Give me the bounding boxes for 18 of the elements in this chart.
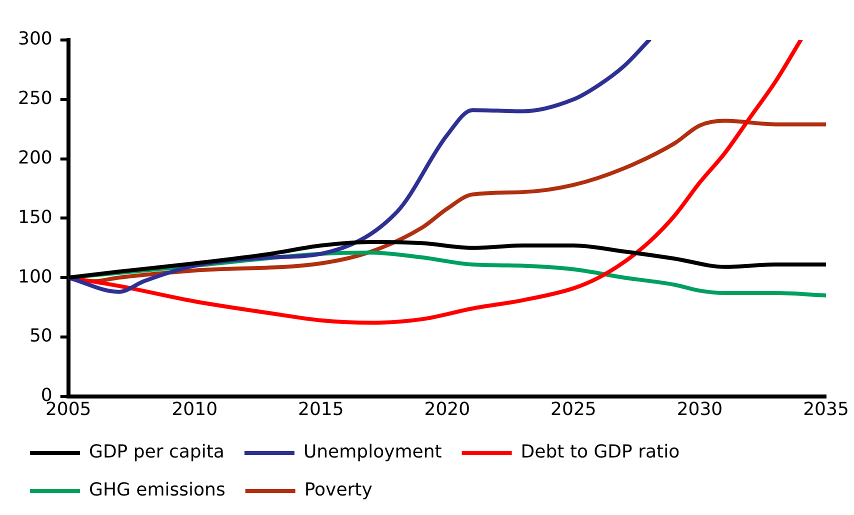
- legend-label: GDP per capita: [89, 442, 224, 463]
- legend-label: Debt to GDP ratio: [520, 442, 680, 463]
- legend-label: GHG emissions: [89, 480, 226, 501]
- legend-label: Poverty: [304, 480, 373, 501]
- x-tick-label: 2020: [424, 398, 470, 420]
- line-series: [68, 40, 652, 294]
- y-tick-label: 250: [18, 88, 52, 110]
- y-tick-label: 50: [29, 326, 52, 347]
- legend-label: Unemployment: [303, 442, 442, 463]
- x-tick-label: 2035: [803, 398, 849, 420]
- x-tick-label: 2025: [550, 398, 596, 420]
- x-tick-label: 2030: [676, 398, 723, 420]
- y-tick-label: 300: [18, 28, 52, 50]
- y-tick-label: 100: [18, 266, 52, 288]
- x-tick-label: 2010: [172, 398, 218, 420]
- x-tick-label: 2015: [298, 398, 344, 420]
- y-tick-label: 200: [18, 147, 52, 168]
- y-tick-label: 150: [18, 206, 52, 228]
